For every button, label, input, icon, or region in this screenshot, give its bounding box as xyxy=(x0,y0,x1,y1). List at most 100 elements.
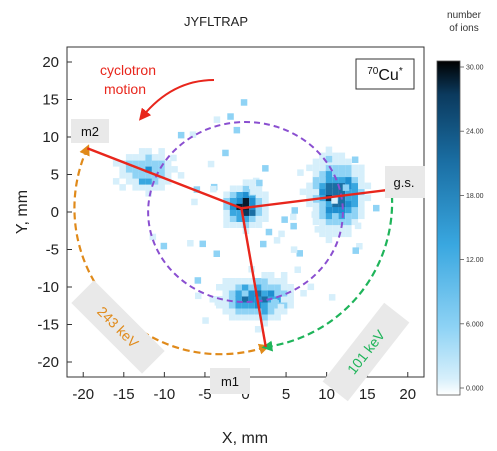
heatmap-cell xyxy=(332,206,339,214)
heatmap-cell xyxy=(132,154,139,161)
heatmap-cell xyxy=(241,290,249,297)
heatmap-cell xyxy=(125,166,133,173)
heatmap-cell xyxy=(235,308,242,315)
heatmap-cell xyxy=(177,172,185,179)
motion-label-line1: cyclotron xyxy=(100,62,156,78)
heatmap-cell xyxy=(274,314,281,321)
heatmap-cell xyxy=(171,166,178,173)
heatmap-cell xyxy=(240,99,248,106)
heatmap-cell xyxy=(287,302,294,309)
y-tick-label: -20 xyxy=(37,354,59,371)
heatmap-cell xyxy=(267,314,275,321)
heatmap-cell xyxy=(223,221,230,228)
heatmap-cell xyxy=(249,215,256,222)
heatmap-cell xyxy=(236,191,243,198)
heatmap-cell xyxy=(132,178,139,185)
heatmap-cell xyxy=(319,182,326,190)
heatmap-cell xyxy=(274,278,281,285)
heatmap-cell xyxy=(319,218,326,226)
heatmap-cell xyxy=(242,191,250,198)
heatmap-cell xyxy=(242,197,250,204)
heatmap-cell xyxy=(229,185,237,192)
heatmap-cell xyxy=(278,230,285,238)
heatmap-cell xyxy=(325,224,333,232)
heatmap-cell xyxy=(332,158,339,166)
heatmap-cell xyxy=(119,184,126,191)
heatmap-cell xyxy=(262,165,269,172)
heatmap-cell xyxy=(358,200,365,208)
heatmap-cell xyxy=(267,278,275,285)
colorbar xyxy=(436,60,461,396)
y-tick-label: -15 xyxy=(37,317,59,334)
heatmap-cell xyxy=(319,176,326,184)
colorbar-tick-label: 6.000 xyxy=(466,321,484,328)
m2-label: m2 xyxy=(81,124,99,139)
heatmap-cell xyxy=(300,290,307,297)
colorbar-tick-label: 0.000 xyxy=(466,386,484,393)
heatmap-cell xyxy=(255,209,263,216)
y-axis-label: Y, mm xyxy=(14,190,31,234)
heatmap-cell xyxy=(294,266,301,273)
heatmap-cell xyxy=(151,160,159,167)
heatmap-cell xyxy=(280,284,288,291)
heatmap-cell xyxy=(261,278,268,285)
heatmap-cell xyxy=(138,184,146,191)
heatmap-cell xyxy=(338,158,346,166)
heatmap-cell xyxy=(177,131,185,139)
heatmap-cell xyxy=(249,221,256,228)
heatmap-cell xyxy=(222,149,229,157)
x-tick-label: -20 xyxy=(72,386,94,403)
heatmap-cell xyxy=(345,206,352,214)
heatmap-cell xyxy=(228,302,236,309)
heatmap-cell xyxy=(280,278,288,285)
heatmap-cell xyxy=(325,236,333,244)
heatmap-cell xyxy=(325,188,333,196)
heatmap-cell xyxy=(222,302,229,309)
heatmap-cell xyxy=(312,218,320,226)
heatmap-cell xyxy=(267,284,275,291)
heatmap-cell xyxy=(229,221,237,228)
heatmap-cell xyxy=(273,237,281,244)
heatmap-cell xyxy=(332,212,339,220)
heatmap-cell xyxy=(261,308,268,315)
heatmap-cell xyxy=(213,250,220,257)
heatmap-cell xyxy=(267,308,275,315)
heatmap-cell xyxy=(319,164,326,172)
heatmap-cell xyxy=(354,222,362,230)
heatmap-cell xyxy=(248,314,255,321)
heatmap-cell xyxy=(256,179,263,187)
heatmap-cell xyxy=(281,216,288,223)
heatmap-cell xyxy=(312,182,320,190)
y-tick-label: -5 xyxy=(46,242,59,259)
heatmap-cell xyxy=(235,290,242,297)
isotope-label: 70Cu* xyxy=(367,66,403,84)
label-243kev-box xyxy=(71,280,165,374)
colorbar-title-line1: number xyxy=(447,10,482,21)
heatmap-cell xyxy=(358,164,365,172)
heatmap-cell xyxy=(299,188,307,196)
x-tick-label: 15 xyxy=(359,386,376,403)
y-tick-label: -10 xyxy=(37,279,59,296)
heatmap-cell xyxy=(342,184,350,191)
heatmap-cell xyxy=(236,197,243,204)
heatmap-cell xyxy=(351,164,359,172)
heatmap-cell xyxy=(314,226,322,233)
gs-label: g.s. xyxy=(394,175,415,190)
heatmap-cell xyxy=(216,284,223,291)
fit-line-m2 xyxy=(86,147,242,210)
heatmap-cell xyxy=(332,188,339,196)
y-tick-label: 15 xyxy=(42,92,59,109)
heatmap-cell xyxy=(345,212,352,220)
heatmap-cell xyxy=(222,290,229,297)
heatmap-cell xyxy=(267,290,275,297)
heatmap-cell xyxy=(265,228,273,236)
heatmap-cell xyxy=(325,182,333,190)
heatmap-cell xyxy=(287,284,294,291)
heatmap-cell xyxy=(331,197,338,204)
heatmap-cell xyxy=(351,200,359,208)
colorbar-title-line2: of ions xyxy=(449,23,478,34)
heatmap-cell xyxy=(287,296,294,303)
heatmap-cell xyxy=(255,185,263,192)
heatmap-cell xyxy=(358,176,365,184)
